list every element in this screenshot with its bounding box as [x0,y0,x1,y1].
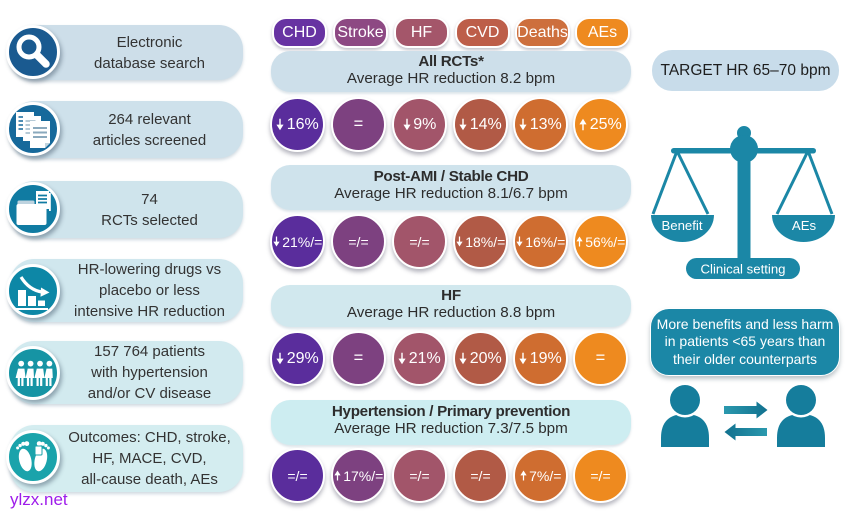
svg-text:AEs: AEs [792,218,817,233]
svg-text:Clinical setting: Clinical setting [700,262,785,277]
svg-text:Benefit: Benefit [661,218,702,233]
